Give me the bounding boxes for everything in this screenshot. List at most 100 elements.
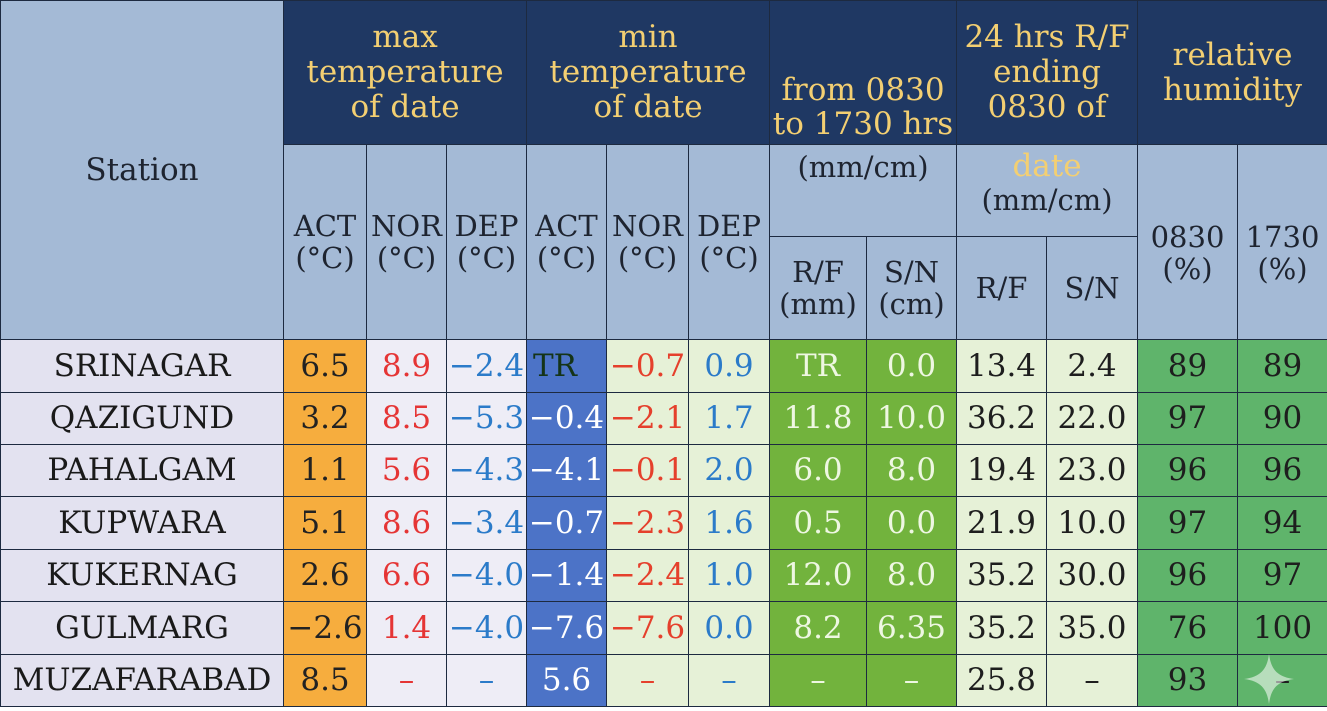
max-nor-cell: 8.9	[366, 339, 447, 393]
sn24-cell: 2.4	[1046, 339, 1139, 393]
max-dep-cell: −4.3	[446, 444, 527, 498]
rf24-cell: 21.9	[956, 496, 1048, 550]
table-row: MUZAFARABAD 8.5 – – 5.6 – – – – 25.8 – 9…	[0, 653, 1327, 708]
sn24-cell: 23.0	[1046, 444, 1139, 498]
rf-0830-1730-header-line: from 0830	[781, 71, 945, 108]
humidity-header-line: humidity	[1163, 71, 1303, 108]
min-nor-label: NOR	[612, 208, 683, 243]
max-act-header: ACT (°C)	[283, 144, 367, 341]
max-temp-header-line: max	[372, 19, 438, 56]
rf24-cell: 13.4	[956, 339, 1048, 393]
humidity-1730-cell: 90	[1237, 391, 1327, 446]
max-dep-label: DEP	[454, 208, 519, 243]
max-act-unit: (°C)	[295, 241, 355, 276]
min-temp-header-line: temperature	[549, 54, 747, 91]
table-row: KUPWARA 5.1 8.6 −3.4 −0.7 −2.3 1.6 0.5 0…	[0, 496, 1327, 550]
min-act-cell: −7.6	[526, 601, 607, 655]
max-dep-unit: (°C)	[456, 241, 517, 276]
min-dep-cell: 0.9	[688, 339, 770, 393]
max-nor-header: NOR (°C)	[366, 144, 447, 341]
rf24-cell: 25.8	[956, 653, 1048, 708]
sn-cm-unit: (cm)	[878, 287, 945, 322]
rf-mm-cell: 0.5	[769, 496, 867, 550]
header-row-units: ACT (°C) NOR (°C) DEP (°C) ACT (°C) NOR …	[1, 144, 1327, 341]
table-row: GULMARG −2.6 1.4 −4.0 −7.6 −7.6 0.0 8.2 …	[0, 601, 1327, 655]
station-cell: GULMARG	[0, 601, 284, 655]
max-nor-cell: –	[366, 653, 447, 708]
sn-cm-cell: 0.0	[865, 339, 958, 393]
rf-mm-cell: 6.0	[769, 444, 867, 498]
header-row-sub: R/F (mm) S/N (cm) R/F S/N	[1, 235, 1327, 341]
station-cell: PAHALGAM	[0, 444, 284, 498]
max-dep-header: DEP (°C)	[446, 144, 527, 341]
rf-24hrs-header-line: ending	[993, 54, 1101, 91]
rf24-sn-header: S/N	[1046, 235, 1139, 341]
humidity-0830-header: 0830 (%)	[1137, 144, 1239, 341]
min-dep-cell: 1.6	[688, 496, 770, 550]
humidity-1730-cell: 94	[1237, 496, 1327, 550]
min-act-unit: (°C)	[536, 241, 597, 276]
min-act-cell: −0.7	[526, 496, 607, 550]
max-act-cell: 3.2	[283, 391, 367, 446]
min-dep-cell: 2.0	[688, 444, 770, 498]
rf24-cell: 35.2	[956, 601, 1048, 655]
station-header: Station	[0, 0, 284, 341]
max-temp-header-line: of date	[350, 88, 460, 125]
rf-mm-cell: 11.8	[769, 391, 867, 446]
min-dep-header: DEP (°C)	[688, 144, 770, 341]
min-nor-cell: −2.4	[606, 548, 689, 603]
station-cell: KUPWARA	[0, 496, 284, 550]
max-temp-header-line: temperature	[306, 54, 504, 91]
station-cell: MUZAFARABAD	[0, 653, 284, 708]
table-row: PAHALGAM 1.1 5.6 −4.3 −4.1 −0.1 2.0 6.0 …	[0, 444, 1327, 498]
min-act-cell: −1.4	[526, 548, 607, 603]
min-temp-header-line: of date	[593, 88, 703, 125]
humidity-1730-label: 1730	[1245, 219, 1320, 254]
humidity-0830-cell: 89	[1137, 339, 1239, 393]
min-dep-cell: 1.0	[688, 548, 770, 603]
min-act-cell: TR	[526, 339, 607, 393]
max-dep-cell: –	[446, 653, 527, 708]
header-row-top: Station max temperature of date min temp…	[0, 0, 1327, 341]
min-nor-cell: −2.3	[606, 496, 689, 550]
sn-cm-cell: 8.0	[865, 548, 958, 603]
max-dep-cell: −5.3	[446, 391, 527, 446]
sn-cm-cell: 8.0	[865, 444, 958, 498]
min-dep-label: DEP	[697, 208, 761, 243]
max-nor-cell: 8.6	[366, 496, 447, 550]
min-temp-header-line: min	[618, 19, 678, 56]
min-act-label: ACT	[535, 208, 598, 243]
rf24-cell: 35.2	[956, 548, 1048, 603]
station-cell: QAZIGUND	[0, 391, 284, 446]
min-dep-cell: –	[688, 653, 770, 708]
min-act-cell: 5.6	[526, 653, 607, 708]
min-dep-unit: (°C)	[699, 241, 759, 276]
rf-mm-unit: (mm)	[779, 287, 857, 322]
min-nor-cell: −2.1	[606, 391, 689, 446]
rf-24hrs-unit-label: (mm/cm)	[981, 182, 1113, 217]
humidity-1730-unit: (%)	[1257, 252, 1308, 287]
min-nor-cell: −7.6	[606, 601, 689, 655]
sn24-cell: 22.0	[1046, 391, 1139, 446]
humidity-1730-cell: 100	[1237, 601, 1327, 655]
rf-24hrs-header-line: 0830 of	[987, 88, 1107, 125]
table-row: KUKERNAG 2.6 6.6 −4.0 −1.4 −2.4 1.0 12.0…	[0, 548, 1327, 603]
rf-mm-cell: –	[769, 653, 867, 708]
min-nor-header: NOR (°C)	[606, 144, 689, 341]
min-dep-cell: 0.0	[688, 601, 770, 655]
humidity-1730-cell: 89	[1237, 339, 1327, 393]
humidity-1730-cell: 96	[1237, 444, 1327, 498]
rf-24hrs-header-date: date	[1012, 148, 1082, 185]
max-act-cell: 8.5	[283, 653, 367, 708]
sn24-cell: 30.0	[1046, 548, 1139, 603]
sn-cm-label: S/N	[884, 254, 940, 289]
humidity-0830-cell: 76	[1137, 601, 1239, 655]
humidity-0830-cell: 93	[1137, 653, 1239, 708]
max-act-cell: 5.1	[283, 496, 367, 550]
min-act-cell: −4.1	[526, 444, 607, 498]
max-nor-cell: 1.4	[366, 601, 447, 655]
max-act-cell: 6.5	[283, 339, 367, 393]
max-dep-cell: −3.4	[446, 496, 527, 550]
rf-24hrs-header-line: 24 hrs R/F	[964, 19, 1130, 56]
